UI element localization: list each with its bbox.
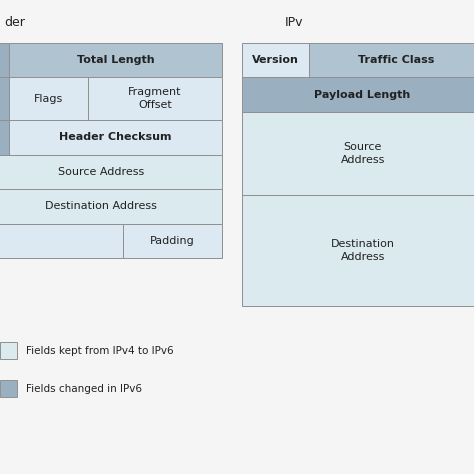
Text: Fields changed in IPv6: Fields changed in IPv6 (26, 383, 142, 394)
Text: der: der (5, 16, 26, 29)
Bar (310, 43, 474, 77)
Bar (9, 120, 222, 155)
Text: Fields kept from IPv4 to IPv6: Fields kept from IPv4 to IPv6 (26, 346, 173, 356)
Bar (242, 77, 474, 112)
Bar (9, 77, 88, 120)
Text: Total Length: Total Length (77, 55, 155, 65)
Bar (0, 224, 123, 258)
Text: Traffic Class: Traffic Class (358, 55, 435, 65)
Text: Flags: Flags (34, 93, 64, 104)
Text: Header Checksum: Header Checksum (59, 132, 172, 142)
Bar (0, 120, 9, 155)
Bar (123, 224, 222, 258)
Bar (0, 380, 17, 397)
Text: Version: Version (252, 55, 299, 65)
Text: Source
Address: Source Address (340, 142, 385, 164)
Text: Fragment
Offset: Fragment Offset (128, 87, 182, 110)
Text: Payload Length: Payload Length (314, 90, 411, 100)
Bar (0, 43, 9, 77)
Text: Destination Address: Destination Address (46, 201, 157, 211)
Bar (0, 343, 17, 359)
Bar (9, 43, 222, 77)
Bar (0, 155, 222, 189)
Bar (0, 77, 9, 120)
Text: Source Address: Source Address (58, 167, 145, 177)
Bar (242, 43, 310, 77)
Bar (88, 77, 222, 120)
Text: IPv: IPv (284, 16, 303, 29)
Bar (242, 112, 474, 195)
Bar (242, 195, 474, 306)
Text: Destination
Address: Destination Address (330, 239, 395, 262)
Text: Padding: Padding (150, 236, 195, 246)
Bar (0, 189, 222, 224)
